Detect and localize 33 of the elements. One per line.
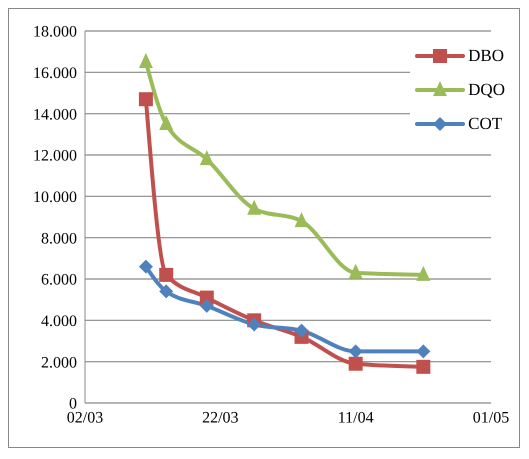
y-tick-label: 4.000 [41,313,77,330]
point [416,360,430,374]
point [200,298,214,313]
point [138,53,153,68]
point [348,356,363,371]
point [200,150,214,166]
point [247,200,262,215]
y-tick-label: 2.000 [41,354,77,372]
y-tick-label: 18.000 [33,24,77,41]
y-tick-label: 12.000 [33,148,77,165]
y-tick-label: 16.000 [33,65,77,82]
y-tick-label: 14.000 [33,106,77,124]
y-tick-label: 8.000 [41,230,77,248]
point [138,260,153,274]
point [348,344,363,358]
x-tick-label: 22/03 [202,409,239,426]
point [159,115,174,130]
point [159,268,174,282]
point [294,212,309,228]
point [138,92,153,106]
x-tick-label: 11/04 [338,409,374,426]
point [294,324,309,338]
point [416,266,430,281]
point [159,284,174,298]
legend-label: DBO [468,46,504,66]
x-tick-label: 01/05 [472,409,510,426]
y-tick-label: 10.000 [33,189,77,206]
y-tick-label: 6.000 [41,272,77,289]
point [416,344,430,358]
point [348,264,363,279]
legend-label: DQO [468,80,505,100]
point [247,317,262,332]
legend-label: COT [468,114,502,134]
